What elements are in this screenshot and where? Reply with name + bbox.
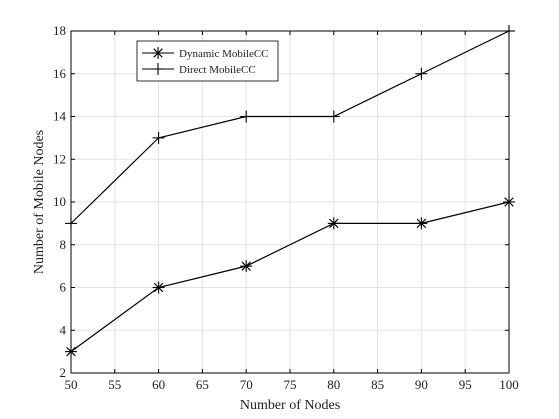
plus-data-point [327, 110, 340, 123]
axis-ticks: 50 55 60 65 70 75 80 85 90 95 100 2 4 6 8 10 12 14 16 18 [53, 23, 519, 392]
x-tick-label: 75 [284, 377, 297, 392]
y-tick-label: 2 [60, 365, 67, 380]
legend-marker [152, 63, 164, 75]
legend-label-dynamic-mobilecc: Dynamic MobileCC [179, 48, 269, 60]
plus-data-point [503, 25, 515, 37]
x-tick-label: 55 [108, 377, 121, 392]
series-group [65, 25, 515, 358]
y-tick-label: 8 [60, 237, 67, 252]
marker-stroke [504, 197, 514, 207]
asterisk-data-point [327, 217, 340, 230]
plus-data-point [65, 217, 77, 230]
legend: Dynamic MobileCC Direct MobileCC [136, 40, 279, 82]
plus-marker-icon [152, 63, 164, 75]
y-tick-label: 14 [53, 109, 67, 124]
asterisk-marker-icon [152, 47, 164, 59]
marker-stroke [153, 282, 164, 293]
series-line-0 [70, 201, 510, 353]
y-tick-label: 12 [53, 151, 66, 166]
x-tick-label: 80 [327, 377, 340, 392]
legend-marker [152, 47, 164, 59]
legend-label-direct-mobilecc: Direct MobileCC [179, 64, 256, 76]
asterisk-data-point [503, 196, 515, 208]
x-axis-label: Number of Nodes [240, 398, 340, 413]
asterisk-data-point [65, 345, 77, 358]
marker-stroke [153, 48, 163, 58]
legend-entry-dynamic-mobilecc: Dynamic MobileCC [142, 47, 269, 60]
y-axis-label: Number of Mobile Nodes [32, 130, 47, 274]
marker-stroke [416, 218, 427, 229]
x-tick-label: 70 [240, 377, 253, 392]
plus-data-point [240, 110, 253, 123]
asterisk-data-point [415, 217, 428, 230]
plus-data-point [415, 67, 428, 80]
y-tick-label: 6 [60, 280, 67, 295]
y-tick-label: 10 [53, 194, 66, 209]
marker-stroke [241, 261, 251, 271]
marker-stroke [66, 346, 76, 357]
series-1 [65, 25, 515, 230]
y-tick-label: 18 [53, 23, 66, 38]
x-tick-label: 65 [196, 377, 209, 392]
x-tick-label: 90 [415, 377, 428, 392]
plus-data-point [152, 131, 165, 144]
series-line-1 [70, 30, 510, 224]
x-tick-label: 100 [499, 377, 519, 392]
x-tick-label: 85 [371, 377, 384, 392]
x-tick-label: 95 [459, 377, 472, 392]
legend-entry-direct-mobilecc: Direct MobileCC [142, 63, 256, 76]
marker-stroke [329, 218, 339, 229]
asterisk-data-point [240, 260, 253, 273]
asterisk-data-point [152, 281, 165, 294]
x-tick-label: 60 [152, 377, 165, 392]
legend-box [136, 40, 279, 82]
series-0 [65, 196, 515, 358]
y-tick-label: 16 [53, 66, 67, 81]
y-tick-label: 4 [60, 322, 67, 337]
x-tick-label: 50 [65, 377, 78, 392]
